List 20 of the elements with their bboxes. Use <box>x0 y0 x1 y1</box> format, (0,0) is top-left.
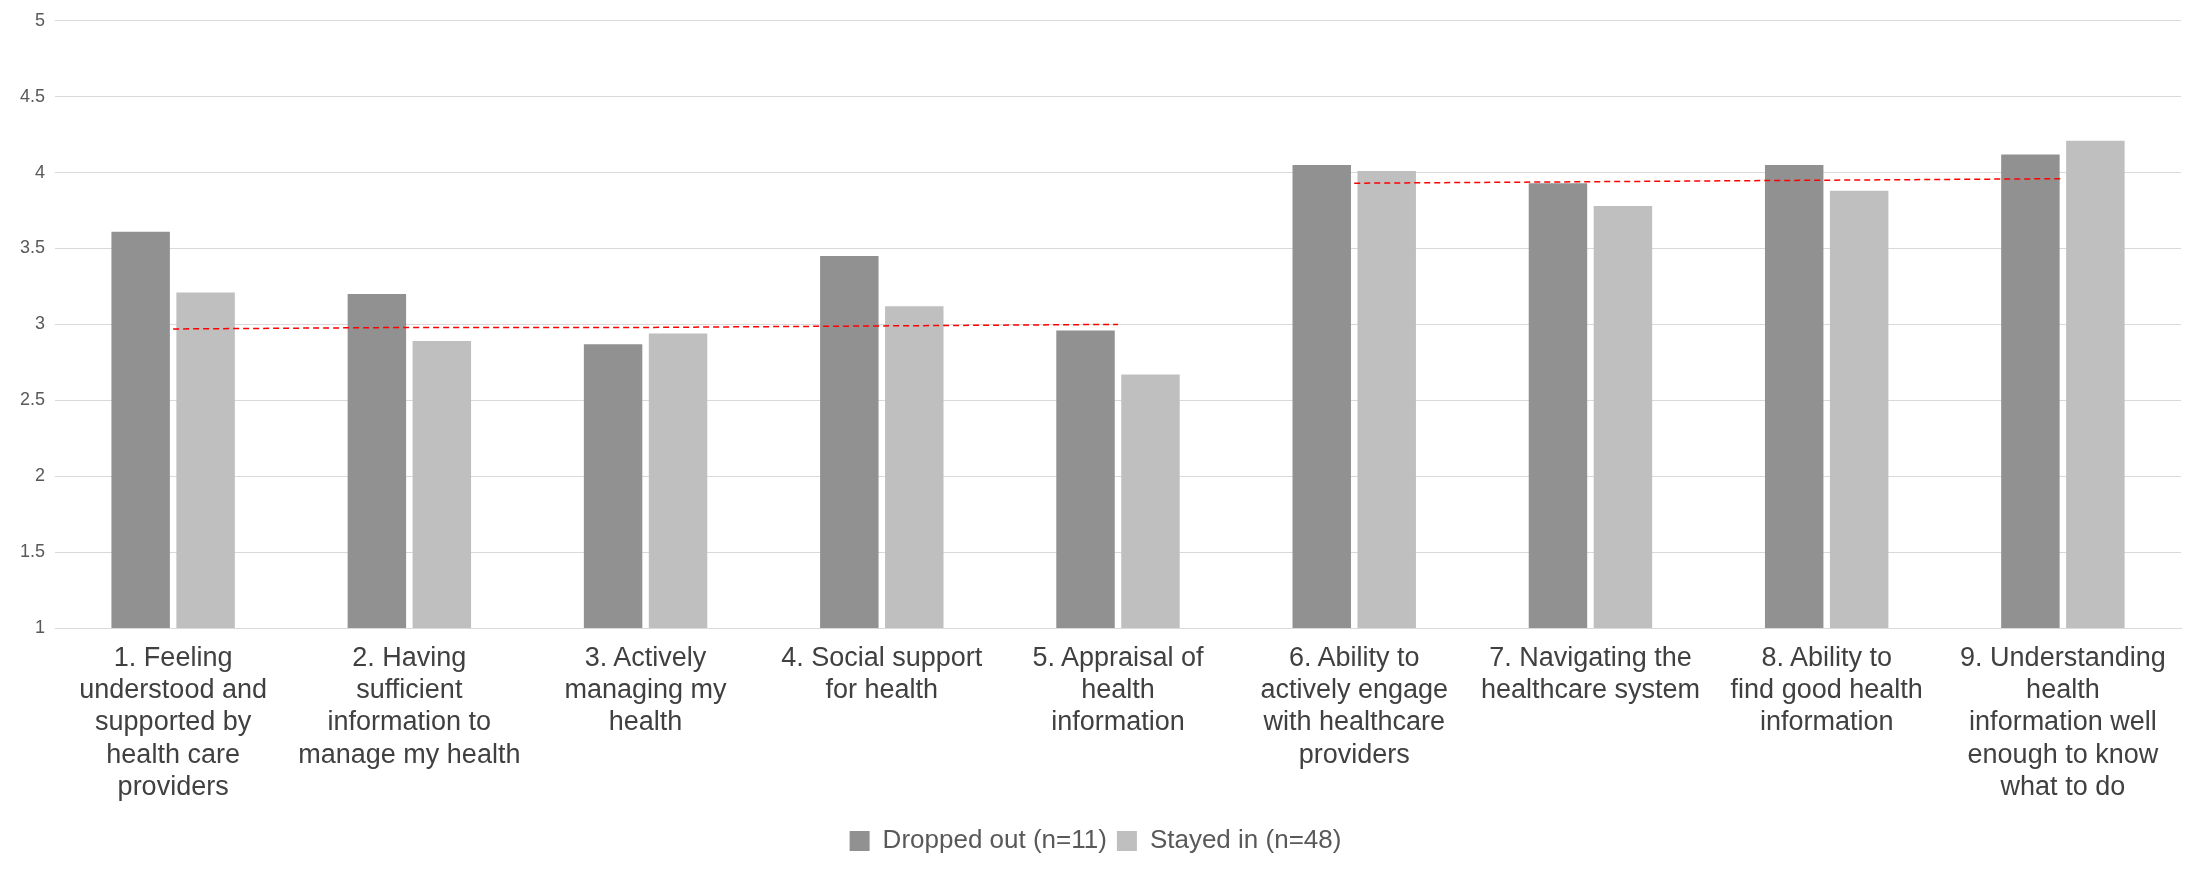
y-tick-label: 5 <box>35 9 46 30</box>
x-tick-label: 5. Appraisal of health information <box>1032 641 1205 737</box>
y-tick-label: 1.5 <box>19 541 46 562</box>
x-tick-label: 6. Ability to actively engage with healthcare providers <box>1260 641 1449 769</box>
y-tick-label: 4.5 <box>19 85 46 106</box>
x-tick-label: 7. Navigating the healthcare system <box>1480 641 1701 705</box>
legend-label: Dropped out (n=11) <box>882 824 1107 855</box>
x-tick-label: 1. Feeling understood and supported by health care providers <box>79 641 267 802</box>
y-tick-label: 2.5 <box>19 389 46 410</box>
legend-label: Stayed in (n=48) <box>1149 824 1342 855</box>
x-tick-label: 4. Social support for health <box>781 641 983 705</box>
y-tick-label: 4 <box>35 161 46 182</box>
x-tick-label: 3. Actively managing my health <box>564 641 728 737</box>
y-tick-label: 3 <box>35 313 46 334</box>
y-tick-label: 1 <box>35 616 46 637</box>
y-tick-label: 3.5 <box>19 237 46 258</box>
x-tick-label: 9. Understanding health information well enough to know what to do <box>1960 641 2166 802</box>
x-tick-label: 8. Ability to find good health information <box>1730 641 1923 737</box>
y-tick-label: 2 <box>35 465 46 486</box>
x-tick-label: 2. Having sufficient information to manage my health <box>298 641 521 769</box>
